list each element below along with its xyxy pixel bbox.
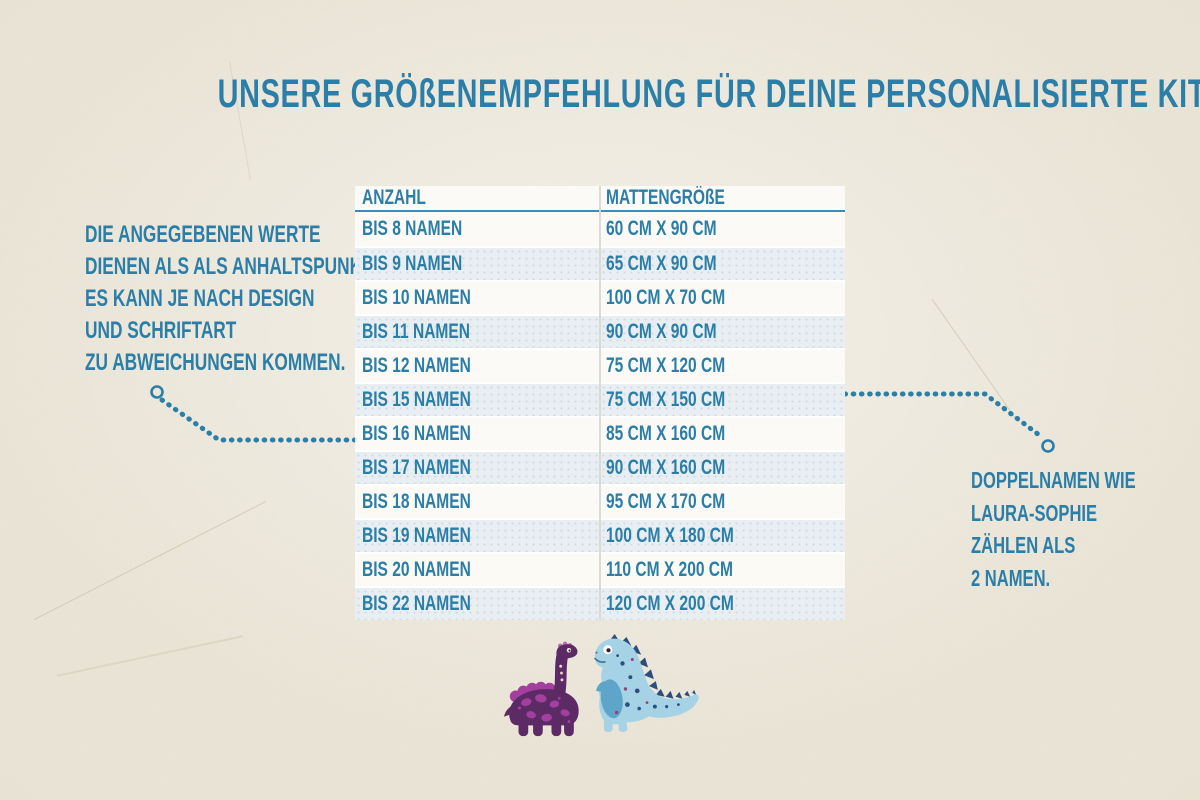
column-header-mattengroesse: MATTENGRÖßE [606, 186, 725, 209]
cell-anzahl: BIS 19 NAMEN [362, 524, 471, 547]
cell-anzahl: BIS 17 NAMEN [362, 456, 471, 479]
cell-anzahl: BIS 9 NAMEN [362, 252, 463, 275]
purple-dinosaur-illustration [503, 641, 579, 737]
left-note: DIE ANGEGEBENEN WERTE DIENEN ALS ALS ANH… [85, 219, 489, 379]
right-note: DOPPELNAMEN WIE LAURA-SOPHIE ZÄHLEN ALS … [971, 464, 1200, 594]
cell-anzahl: BIS 16 NAMEN [362, 422, 471, 445]
table-column-divider [599, 186, 601, 620]
cell-anzahl: BIS 12 NAMEN [362, 354, 471, 377]
cell-size: 95 CM X 170 CM [606, 490, 726, 513]
note-line: DOPPELNAMEN WIE [971, 467, 1136, 493]
cell-anzahl: BIS 22 NAMEN [362, 592, 471, 615]
cell-size: 85 CM X 160 CM [606, 422, 726, 445]
cell-anzahl: BIS 10 NAMEN [362, 286, 471, 309]
left-connector-line [150, 385, 360, 443]
column-header-anzahl: ANZAHL [362, 186, 426, 209]
cell-size: 110 CM X 200 CM [606, 558, 733, 581]
note-line: LAURA-SOPHIE [971, 499, 1098, 526]
paper-scratch [33, 501, 267, 620]
right-connector-line [845, 391, 1055, 453]
cell-size: 100 CM X 70 CM [606, 286, 726, 309]
blue-dinosaur-illustration [594, 634, 699, 733]
cell-anzahl: BIS 18 NAMEN [362, 490, 471, 513]
cell-size: 90 CM X 160 CM [606, 456, 726, 479]
size-table: ANZAHL MATTENGRÖßE BIS 8 NAMEN 60 CM X 9… [355, 186, 845, 620]
cell-size: 120 CM X 200 CM [606, 592, 734, 615]
note-line: UND SCHRIFTART [85, 317, 237, 344]
cell-anzahl: BIS 15 NAMEN [362, 388, 471, 411]
cell-size: 100 CM X 180 CM [606, 524, 734, 547]
cell-anzahl: BIS 8 NAMEN [362, 217, 463, 240]
cell-size: 90 CM X 90 CM [606, 320, 717, 343]
cell-anzahl: BIS 20 NAMEN [362, 558, 471, 581]
note-line: DIE ANGEGEBENEN WERTE [85, 221, 321, 248]
cell-size: 65 CM X 90 CM [606, 252, 717, 275]
cell-size: 75 CM X 150 CM [606, 388, 726, 411]
cell-size: 60 CM X 90 CM [606, 217, 717, 240]
note-line: 2 NAMEN. [971, 564, 1051, 591]
cell-size: 75 CM X 120 CM [606, 354, 726, 377]
page-title: UNSERE GRÖßENEMPFEHLUNG FÜR DEINE PERSON… [0, 72, 1200, 117]
note-line: DIENEN ALS ALS ANHALTSPUNKT. [85, 253, 376, 280]
note-line: ZÄHLEN ALS [971, 532, 1076, 558]
page-title-text: UNSERE GRÖßENEMPFEHLUNG FÜR DEINE PERSON… [217, 72, 1200, 116]
note-line: ZU ABWEICHUNGEN KOMMEN. [85, 349, 346, 376]
cell-anzahl: BIS 11 NAMEN [362, 320, 470, 343]
note-line: ES KANN JE NACH DESIGN [85, 285, 315, 312]
paper-scratch [931, 298, 1019, 423]
paper-scratch [56, 635, 244, 677]
